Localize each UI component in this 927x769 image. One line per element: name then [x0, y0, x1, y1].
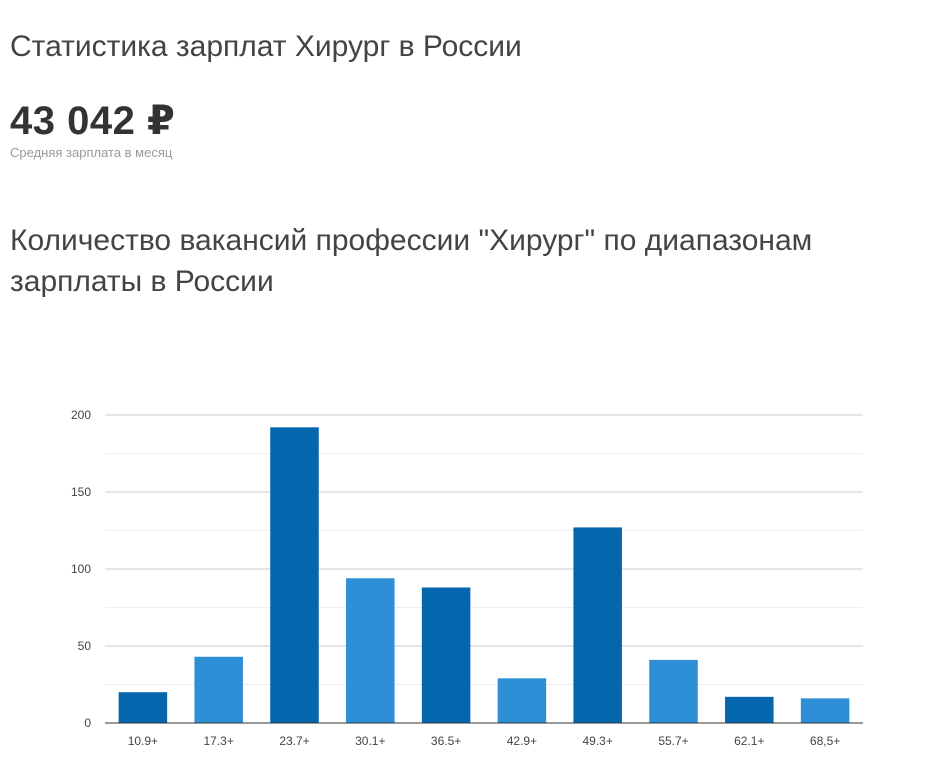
- x-tick-label: 68,5+: [810, 734, 840, 748]
- y-tick-label: 100: [71, 562, 91, 576]
- page-title: Статистика зарплат Хирург в России: [10, 30, 522, 63]
- bar-55.7+: [649, 659, 698, 723]
- average-salary-caption: Средняя зарплата в месяц: [10, 145, 173, 160]
- x-tick-label: 49.3+: [583, 734, 613, 748]
- bars-layer: [118, 427, 850, 723]
- chart-svg: 0 50 100 150 200 10.9+ 17.3+ 23.7+ 30.1+ 36.5+ 42.…: [71, 408, 863, 748]
- bar-17.3+: [194, 656, 243, 723]
- x-tick-label: 42.9+: [507, 734, 537, 748]
- x-tick-label: 36.5+: [431, 734, 461, 748]
- average-salary-value: 43 042 ₽: [10, 99, 176, 143]
- y-tick-label: 50: [78, 639, 92, 653]
- x-tick-label: 30.1+: [355, 734, 385, 748]
- x-tick-label: 10.9+: [128, 734, 158, 748]
- bar-36.5+: [421, 587, 471, 723]
- x-tick-label: 23.7+: [279, 734, 309, 748]
- x-tick-label: 55.7+: [658, 734, 688, 748]
- x-tick-label: 17.3+: [204, 734, 234, 748]
- vacancies-bar-chart: 0 50 100 150 200 10.9+ 17.3+ 23.7+ 30.1+ 36.5+ 42.…: [0, 390, 927, 760]
- bar-62.1+: [725, 696, 774, 723]
- bar-30.1+: [346, 578, 395, 723]
- y-tick-label: 200: [71, 408, 91, 422]
- bar-42.9+: [497, 678, 547, 723]
- chart-title: Количество вакансий профессии "Хирург" п…: [10, 224, 813, 298]
- y-tick-label: 150: [71, 485, 91, 499]
- axis-layer: 0 50 100 150 200 10.9+ 17.3+ 23.7+ 30.1+ 36.5+ 42.…: [71, 408, 863, 748]
- bar-68,5+: [800, 698, 850, 723]
- grid-layer: [105, 414, 863, 685]
- bar-49.3+: [573, 527, 622, 723]
- x-tick-label: 62.1+: [734, 734, 764, 748]
- bar-23.7+: [270, 427, 319, 723]
- y-tick-label: 0: [84, 716, 91, 730]
- bar-10.9+: [118, 692, 168, 723]
